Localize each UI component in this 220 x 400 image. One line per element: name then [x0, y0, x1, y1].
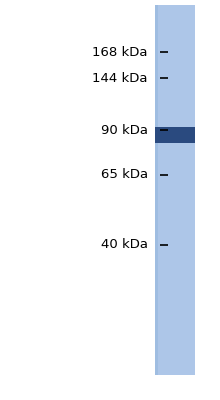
Text: 90 kDa: 90 kDa — [101, 124, 148, 136]
Bar — [155, 5, 158, 375]
Bar — [155, 5, 195, 375]
Bar — [155, 127, 195, 143]
Text: 168 kDa: 168 kDa — [92, 46, 148, 58]
Text: 65 kDa: 65 kDa — [101, 168, 148, 182]
Text: 144 kDa: 144 kDa — [92, 72, 148, 84]
Text: 40 kDa: 40 kDa — [101, 238, 148, 252]
